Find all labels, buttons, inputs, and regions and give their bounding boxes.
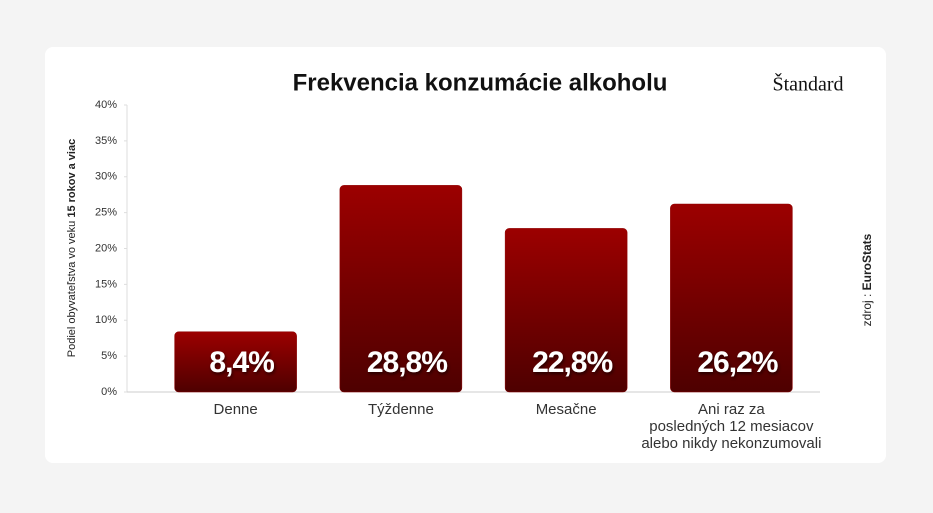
y-tick-label: 20% <box>95 242 117 254</box>
y-tick-label: 15% <box>95 278 117 290</box>
y-label-part: 15 rokov a viac <box>66 139 78 218</box>
y-tick-label: 40% <box>95 99 117 111</box>
chart-title: Frekvencia konzumácie alkoholu <box>293 69 668 96</box>
y-tick-label: 10% <box>95 314 117 326</box>
value-label: 8,4% <box>209 346 274 379</box>
x-tick-label: Týždenne <box>367 401 434 418</box>
x-tick-label: Ani raz za posledných 12 mesiacov alebo … <box>641 401 822 452</box>
y-label-part: Podiel obyvateľstva vo veku <box>66 218 78 358</box>
value-label: 26,2% <box>697 346 777 379</box>
x-tick-label: Mesačne <box>535 401 597 418</box>
y-axis-label: Podiel obyvateľstva vo veku 15 rokov a v… <box>66 139 78 357</box>
x-tick-label: Denne <box>213 401 258 418</box>
source: zdroj : EuroStats <box>860 233 874 326</box>
y-tick-label: 5% <box>101 350 117 362</box>
y-tick-label: 0% <box>101 386 117 398</box>
value-label: 28,8% <box>367 346 447 379</box>
bar <box>174 331 297 393</box>
logo: Štandard <box>772 72 843 96</box>
y-tick-label: 25% <box>95 207 117 219</box>
source-part: EuroStats <box>860 233 874 290</box>
source-part: zdroj : <box>860 290 874 326</box>
y-tick-label: 30% <box>95 171 117 183</box>
bar <box>339 185 463 393</box>
y-tick-label: 35% <box>95 135 117 147</box>
bar <box>504 228 628 393</box>
bar <box>670 203 793 393</box>
value-label: 22,8% <box>532 346 612 379</box>
